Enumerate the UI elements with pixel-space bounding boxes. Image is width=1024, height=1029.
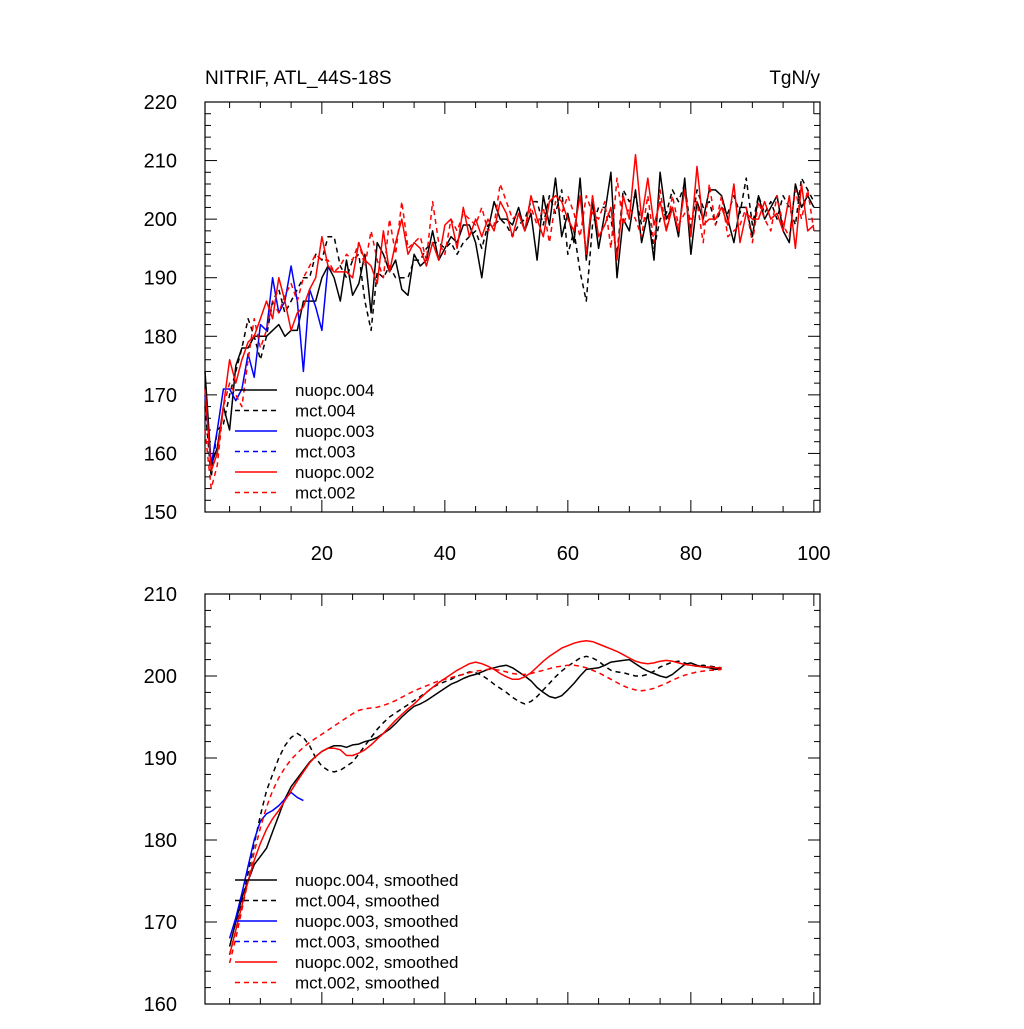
y-tick-label: 160 (144, 994, 177, 1016)
x-tick-label: 60 (557, 543, 579, 565)
y-tick-label: 190 (144, 748, 177, 770)
chart-units: TgN/y (769, 68, 820, 89)
legend-label: mct.004, smoothed (295, 892, 440, 911)
chart-panel-2: 160 170 180 190 200 210 nuopc.004, smoothed mct… (144, 584, 821, 1016)
legend-label: nuopc.003, smoothed (295, 912, 459, 931)
y-tick-label: 180 (144, 326, 177, 348)
series-line-nuopc-003-smoothed (228, 791, 304, 939)
plot-frame (204, 593, 821, 1005)
y-tick-label: 170 (144, 912, 177, 934)
series-line-mct-002 (204, 177, 815, 490)
series-line-mct-004 (204, 177, 815, 478)
y-tick-label: 200 (144, 209, 177, 231)
legend-label: nuopc.004 (295, 381, 374, 400)
chart-panel-1: 20 40 60 80 100 150 160 170 180 190 200 210 220 NITRI… (144, 68, 831, 565)
y-tick-label: 190 (144, 268, 177, 290)
x-tick-label: 100 (797, 543, 830, 565)
x-tick-label: 40 (434, 543, 456, 565)
y-tick-label: 150 (144, 502, 177, 524)
y-tick-label: 210 (144, 151, 177, 173)
legend-label: nuopc.004, smoothed (295, 871, 459, 890)
y-tick-label: 210 (144, 584, 177, 606)
y-tick-label: 170 (144, 385, 177, 407)
series-line-nuopc-002-smoothed (228, 639, 722, 955)
legend-label: mct.003, smoothed (295, 933, 440, 952)
legend-label: nuopc.002 (295, 463, 374, 482)
legend-label: mct.002, smoothed (295, 974, 440, 993)
legend-label: nuopc.003 (295, 422, 374, 441)
plot-frame (204, 101, 821, 513)
x-tick-label: 80 (680, 543, 702, 565)
series-line-mct-004-smoothed (228, 655, 722, 955)
legend-label: mct.002 (295, 484, 355, 503)
y-tick-label: 200 (144, 666, 177, 688)
legend-label: nuopc.002, smoothed (295, 953, 459, 972)
chart-title: NITRIF, ATL_44S-18S (205, 68, 392, 89)
y-tick-label: 220 (144, 92, 177, 114)
legend-label: mct.003 (295, 443, 355, 462)
y-tick-label: 160 (144, 443, 177, 465)
legend-label: mct.004 (295, 402, 355, 421)
y-tick-label: 180 (144, 830, 177, 852)
series-line-nuopc-002 (204, 153, 815, 472)
x-tick-label: 20 (311, 543, 333, 565)
